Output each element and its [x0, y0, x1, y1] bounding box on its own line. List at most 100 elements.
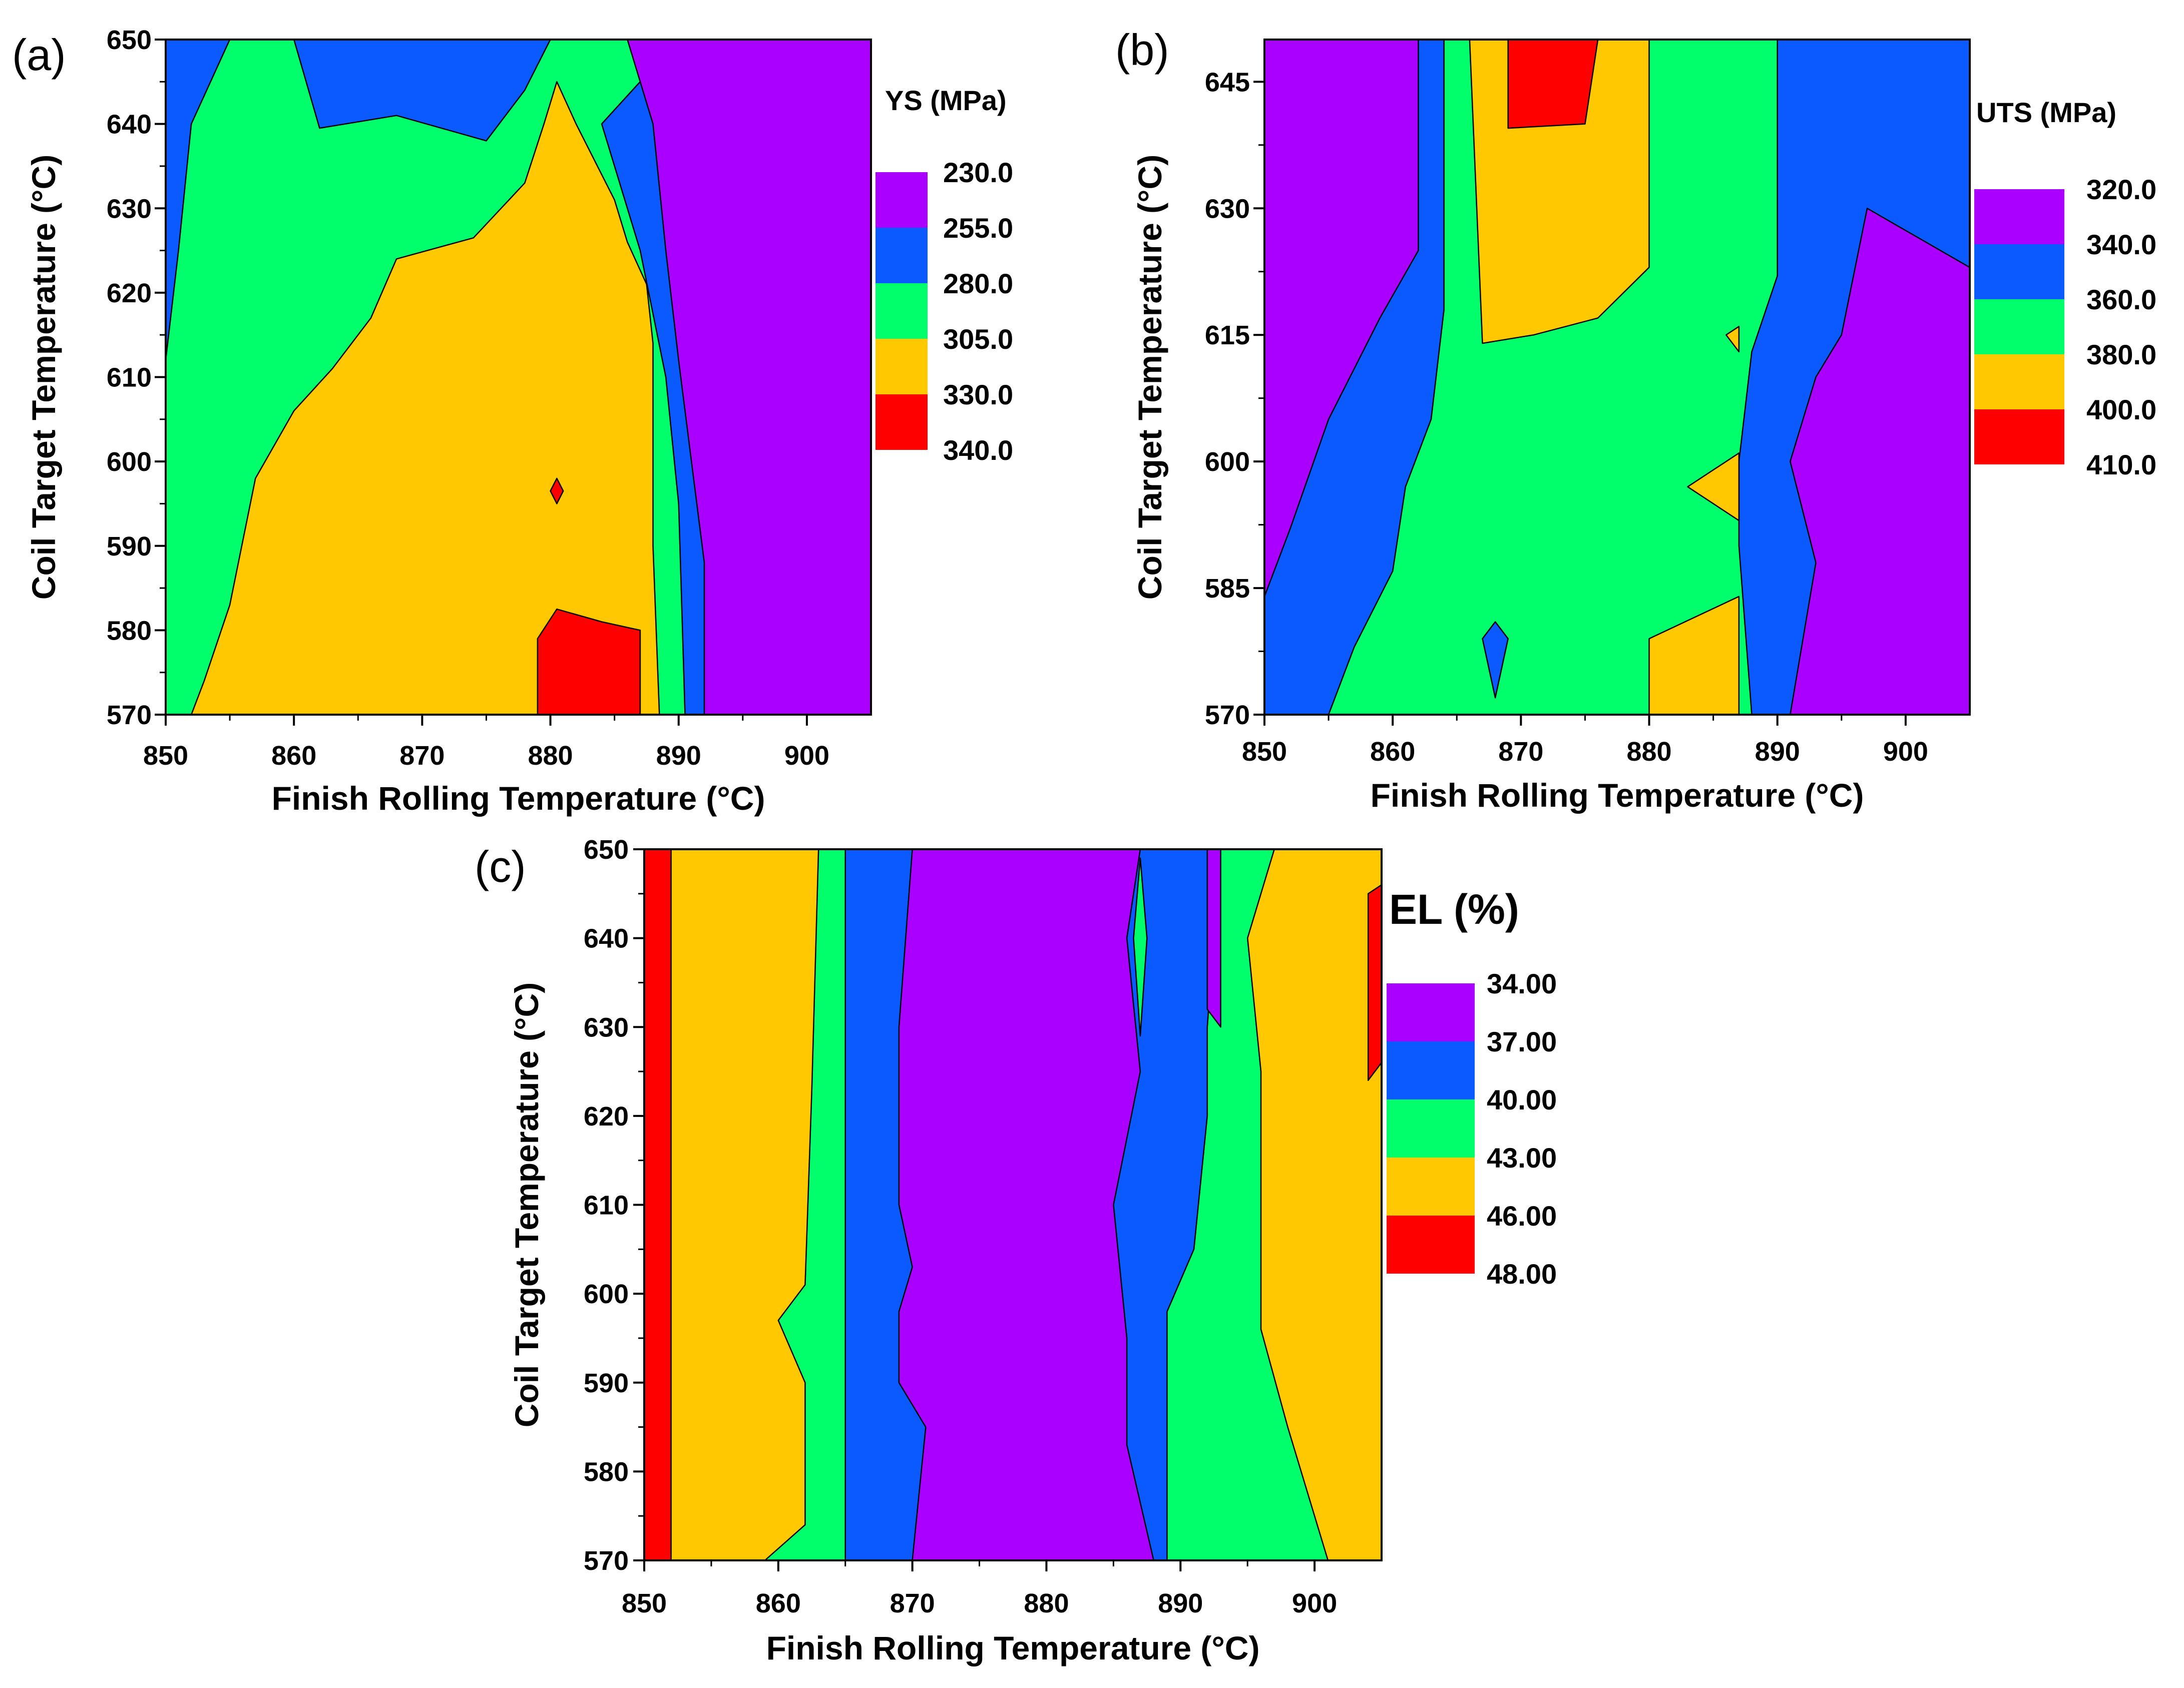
contour-region-yellow: [1725, 326, 1740, 353]
y-tick-label: 570: [1205, 700, 1250, 730]
legend-level-label: 43.00: [1487, 1142, 1557, 1174]
legend-swatch-green: [1387, 1099, 1475, 1158]
y-tick-label: 600: [1205, 447, 1250, 477]
contour-region-red: [550, 477, 564, 504]
contour-region-red: [1367, 884, 1382, 1081]
x-tick-label: 860: [756, 1588, 801, 1618]
panel-c: 850 860 870 880 890 900 570 580 590 600 610 620 630 6…: [475, 835, 1557, 1666]
y-tick-label: 610: [584, 1191, 629, 1221]
x-axis-title: Finish Rolling Temperature (°C): [272, 780, 765, 817]
contour-region-red: [537, 608, 641, 715]
legend-swatch-red: [1974, 409, 2064, 464]
y-tick-label: 630: [107, 194, 152, 224]
y-tick-label: 600: [584, 1279, 629, 1309]
contour-region-red: [644, 849, 672, 1560]
legend-level-label: 48.00: [1487, 1258, 1557, 1290]
x-tick-label: 850: [622, 1588, 667, 1618]
legend-level-label: 46.00: [1487, 1200, 1557, 1232]
x-axis-title: Finish Rolling Temperature (°C): [1371, 777, 1864, 814]
legend-level-label: 330.0: [943, 379, 1013, 410]
x-tick-label: 850: [1242, 737, 1287, 767]
x-tick-label: 860: [1370, 737, 1415, 767]
x-tick-label: 880: [528, 741, 573, 771]
legend-title: YS (MPa): [885, 85, 1007, 116]
legend-swatch-purple: [1974, 189, 2064, 244]
contour-region-red: [1507, 40, 1599, 129]
y-tick-label: 650: [584, 835, 629, 865]
y-tick-label: 630: [584, 1012, 629, 1042]
x-tick-label: 900: [784, 741, 829, 771]
x-tick-label: 900: [1292, 1588, 1337, 1618]
y-tick-label: 590: [107, 531, 152, 561]
y-axis-title: Coil Target Temperature (°C): [1131, 155, 1168, 600]
x-tick-label: 860: [271, 741, 316, 771]
x-tick-label: 850: [143, 741, 188, 771]
y-tick-label: 615: [1205, 320, 1250, 350]
legend-level-label: 410.0: [2086, 449, 2156, 480]
y-tick-label: 585: [1205, 574, 1250, 604]
y-tick-label: 620: [107, 278, 152, 308]
legend-level-label: 255.0: [943, 212, 1013, 244]
y-tick-label: 580: [107, 616, 152, 646]
y-tick-label: 640: [107, 110, 152, 140]
legend-swatch-green: [1974, 299, 2064, 354]
contour-region-purple: [1264, 40, 1419, 715]
y-tick-label: 570: [584, 1546, 629, 1576]
legend-level-label: 305.0: [943, 323, 1013, 355]
legend-level-label: 34.00: [1487, 968, 1557, 999]
contour-regions: [644, 849, 1382, 1560]
y-axis-title: Coil Target Temperature (°C): [25, 155, 62, 600]
y-tick-label: 590: [584, 1368, 629, 1398]
x-tick-label: 890: [656, 741, 701, 771]
y-tick-label: 630: [1205, 194, 1250, 224]
contour-region-blue: [1482, 621, 1509, 699]
y-tick-label: 640: [584, 924, 629, 954]
legend-level-label: 380.0: [2086, 339, 2156, 370]
contour-region-green: [1328, 40, 1778, 715]
x-axis-title: Finish Rolling Temperature (°C): [766, 1629, 1260, 1666]
panel-label: (a): [12, 30, 66, 80]
panel-label: (b): [1115, 25, 1169, 75]
legend-title: UTS (MPa): [1976, 97, 2116, 128]
contour-region-green: [1133, 857, 1148, 1037]
contour-region-purple: [1790, 208, 1970, 715]
legend-level-label: 280.0: [943, 268, 1013, 299]
legend-swatch-red: [876, 394, 928, 450]
y-tick-label: 570: [107, 700, 152, 730]
y-tick-label: 600: [107, 447, 152, 477]
legend-swatch-blue: [876, 228, 928, 283]
legend-title: EL (%): [1389, 886, 1519, 933]
legend-swatch-red: [1387, 1216, 1475, 1274]
x-tick-label: 870: [890, 1588, 935, 1618]
legend-swatch-purple: [876, 172, 928, 228]
y-tick-label: 650: [107, 25, 152, 55]
legend-level-label: 40.00: [1487, 1084, 1557, 1115]
legend-level-label: 340.0: [2086, 229, 2156, 260]
y-tick-label: 620: [584, 1101, 629, 1132]
x-tick-label: 870: [399, 741, 445, 771]
contour-region-purple: [486, 40, 871, 715]
plot-frame: [1263, 39, 1971, 716]
legend-level-label: 320.0: [2086, 174, 2156, 205]
contour-regions: [1264, 40, 1970, 715]
contour-region-yellow: [190, 81, 660, 715]
y-axis-title: Coil Target Temperature (°C): [508, 982, 545, 1427]
x-tick-label: 900: [1883, 737, 1928, 767]
y-tick-label: 645: [1205, 67, 1250, 97]
contour-region-yellow: [1648, 596, 1740, 715]
legend-level-label: 37.00: [1487, 1026, 1557, 1057]
panel-b: 850 860 870 880 890 900 570 585 600 615 630 645 Fini…: [1115, 25, 2156, 814]
x-tick-label: 890: [1158, 1588, 1203, 1618]
legend-swatch-green: [876, 283, 928, 339]
legend-level-label: 360.0: [2086, 284, 2156, 315]
legend-swatch-yellow: [1387, 1158, 1475, 1216]
contour-region-purple: [898, 849, 1154, 1560]
legend-level-label: 230.0: [943, 157, 1013, 188]
legend-swatch-purple: [1387, 983, 1475, 1041]
contour-region-purple: [1206, 849, 1221, 1028]
legend-swatch-blue: [1387, 1041, 1475, 1099]
legend-swatch-yellow: [876, 339, 928, 394]
y-tick-label: 610: [107, 363, 152, 393]
x-tick-label: 880: [1024, 1588, 1069, 1618]
